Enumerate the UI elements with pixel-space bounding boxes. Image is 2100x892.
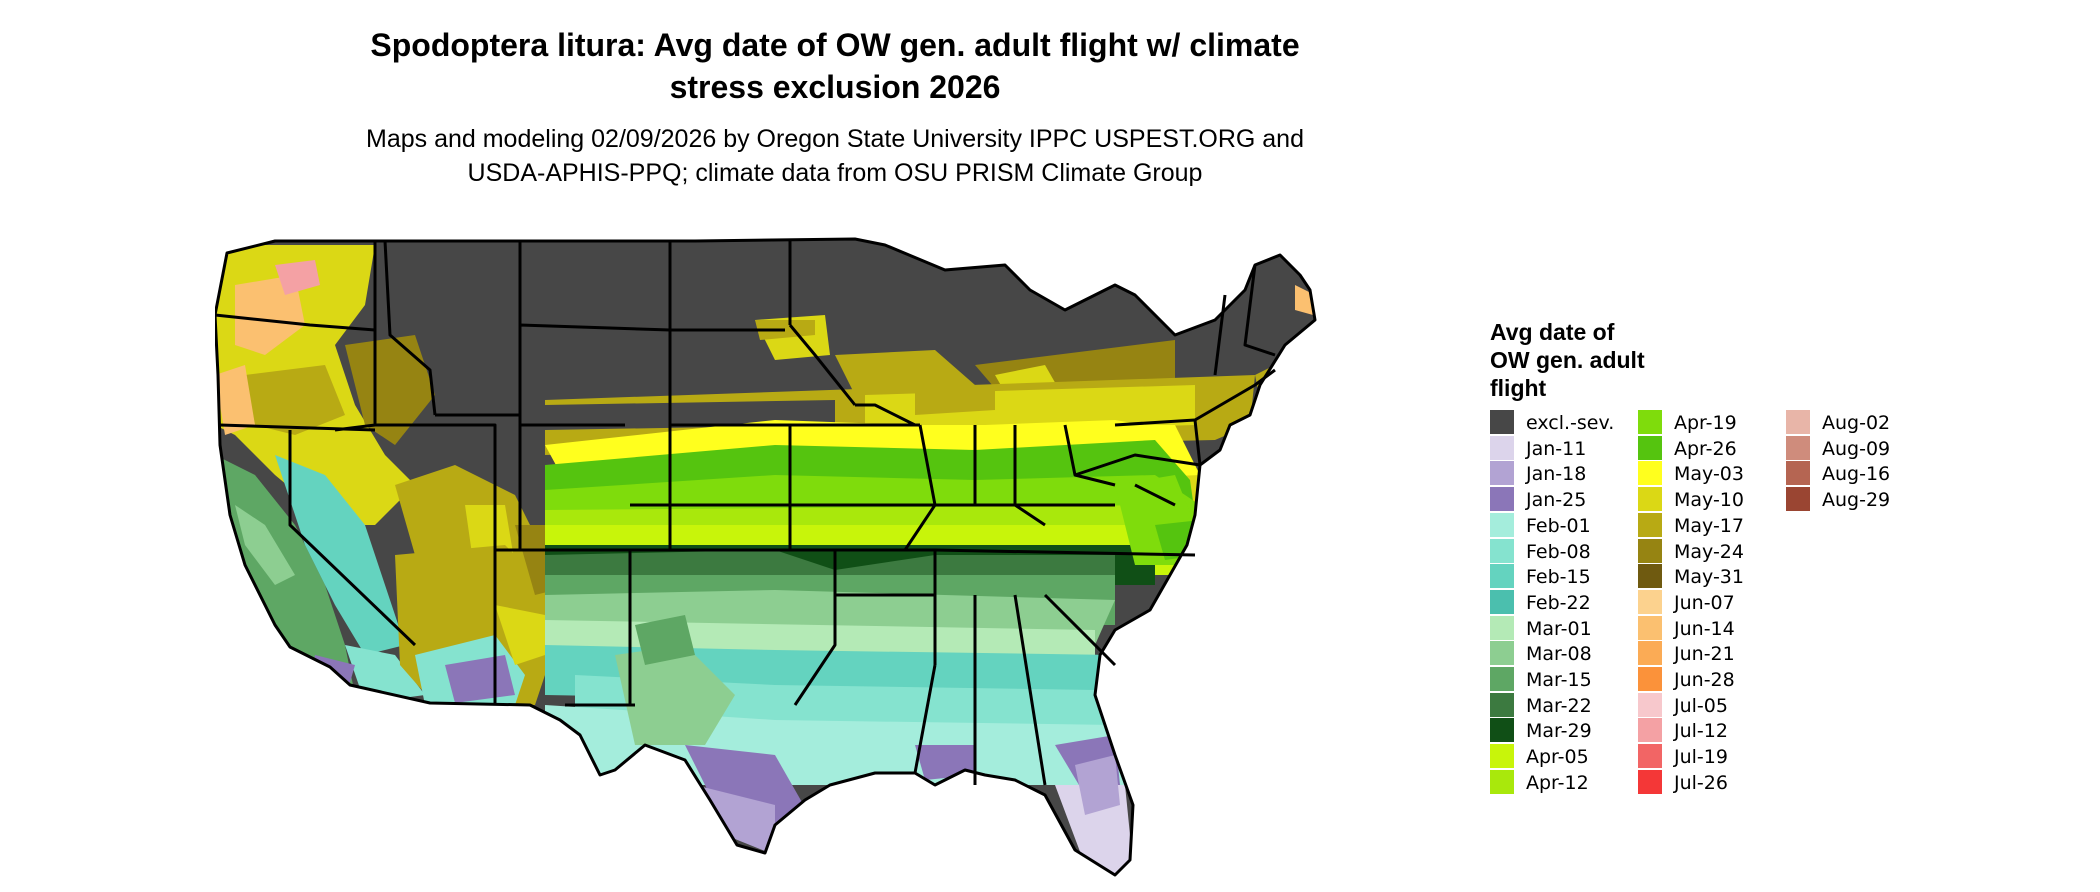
legend-swatch: [1490, 589, 1514, 614]
legend-label: May-31: [1674, 566, 1744, 589]
legend-label: Apr-05: [1526, 746, 1589, 769]
legend-swatch: [1490, 410, 1514, 434]
legend-title-line-2: OW gen. adult: [1490, 347, 1645, 373]
legend-label: Feb-15: [1526, 566, 1591, 589]
legend-swatch: [1490, 487, 1514, 512]
legend-label: Feb-01: [1526, 514, 1591, 537]
legend-title-line-1: Avg date of: [1490, 319, 1615, 345]
legend-label: Jun-21: [1674, 643, 1735, 666]
legend-swatch: [1786, 461, 1810, 486]
legend-swatch: [1638, 487, 1662, 512]
legend-label: Apr-12: [1526, 771, 1589, 794]
legend-swatch: [1786, 487, 1810, 512]
legend-swatch: [1638, 410, 1662, 434]
legend-label: Mar-08: [1526, 643, 1592, 666]
legend-swatch: [1490, 641, 1514, 666]
legend-title: Avg date of OW gen. adult flight: [1490, 318, 1750, 402]
legend-label: May-03: [1674, 463, 1744, 486]
legend-label: Jul-26: [1674, 771, 1728, 794]
legend-label: Mar-15: [1526, 669, 1592, 691]
legend-swatch: [1490, 435, 1514, 460]
legend-swatch: [1638, 641, 1662, 666]
legend-label: Mar-22: [1526, 694, 1592, 717]
legend-label: Jul-19: [1674, 746, 1728, 769]
legend-label: Aug-09: [1822, 437, 1891, 460]
legend-label: Jan-25: [1526, 489, 1587, 512]
legend-swatch: [1638, 718, 1662, 743]
legend-label: Aug-29: [1822, 489, 1891, 512]
legend-label: Mar-01: [1526, 617, 1592, 640]
legend-label: Mar-29: [1526, 720, 1592, 743]
legend-swatch: [1638, 564, 1662, 589]
legend-swatch: [1638, 667, 1662, 691]
legend: Avg date of OW gen. adult flight excl.-s…: [1490, 318, 1920, 818]
map-subtitle-line-2: USDA-APHIS-PPQ; climate data from OSU PR…: [467, 159, 1203, 187]
legend-swatch: [1490, 461, 1514, 486]
legend-label: excl.-sev.: [1526, 412, 1615, 434]
legend-label: May-10: [1674, 489, 1744, 512]
legend-swatch: [1638, 692, 1662, 717]
legend-label: Aug-02: [1822, 412, 1891, 434]
legend-swatch: [1490, 744, 1514, 769]
legend-label: May-24: [1674, 540, 1744, 563]
legend-label: Jun-28: [1674, 669, 1735, 691]
legend-swatch: [1638, 589, 1662, 614]
legend-swatch: [1638, 615, 1662, 640]
flight-date-raster: [215, 239, 1315, 875]
legend-swatch: [1786, 410, 1810, 434]
legend-label: Jul-05: [1674, 694, 1728, 717]
legend-label: May-17: [1674, 514, 1744, 537]
legend-swatch: [1638, 744, 1662, 769]
legend-label: Apr-19: [1674, 412, 1737, 434]
map-title: Spodoptera litura: Avg date of OW gen. a…: [300, 24, 1370, 108]
legend-swatch: [1490, 667, 1514, 691]
us-flight-date-map: [215, 237, 1317, 877]
legend-label: Apr-26: [1674, 437, 1737, 460]
legend-swatch: [1638, 769, 1662, 794]
legend-label: Aug-16: [1822, 463, 1891, 486]
map-subtitle: Maps and modeling 02/09/2026 by Oregon S…: [300, 122, 1370, 190]
map-title-line-2: stress exclusion 2026: [669, 69, 1001, 105]
legend-title-line-3: flight: [1490, 375, 1547, 401]
legend-label: Jan-11: [1526, 437, 1587, 460]
legend-swatch: [1490, 538, 1514, 563]
legend-label: Jun-07: [1674, 591, 1735, 614]
legend-label: Jan-18: [1526, 463, 1587, 486]
legend-swatch: [1490, 718, 1514, 743]
legend-swatch: [1490, 512, 1514, 537]
legend-swatch: [1638, 435, 1662, 460]
legend-swatch: [1490, 564, 1514, 589]
legend-swatch: [1490, 769, 1514, 794]
map-subtitle-line-1: Maps and modeling 02/09/2026 by Oregon S…: [366, 125, 1304, 153]
legend-label: Feb-22: [1526, 591, 1591, 614]
legend-label: Jul-12: [1674, 720, 1728, 743]
map-title-line-1: Spodoptera litura: Avg date of OW gen. a…: [370, 27, 1300, 63]
legend-label: Jun-14: [1674, 617, 1735, 640]
legend-swatch: [1490, 615, 1514, 640]
legend-swatch: [1638, 538, 1662, 563]
legend-swatch: [1490, 692, 1514, 717]
state-boundaries: [215, 237, 1317, 877]
legend-swatch: [1786, 435, 1810, 460]
legend-swatch: [1638, 512, 1662, 537]
legend-label: Feb-08: [1526, 540, 1591, 563]
legend-swatch: [1638, 461, 1662, 486]
